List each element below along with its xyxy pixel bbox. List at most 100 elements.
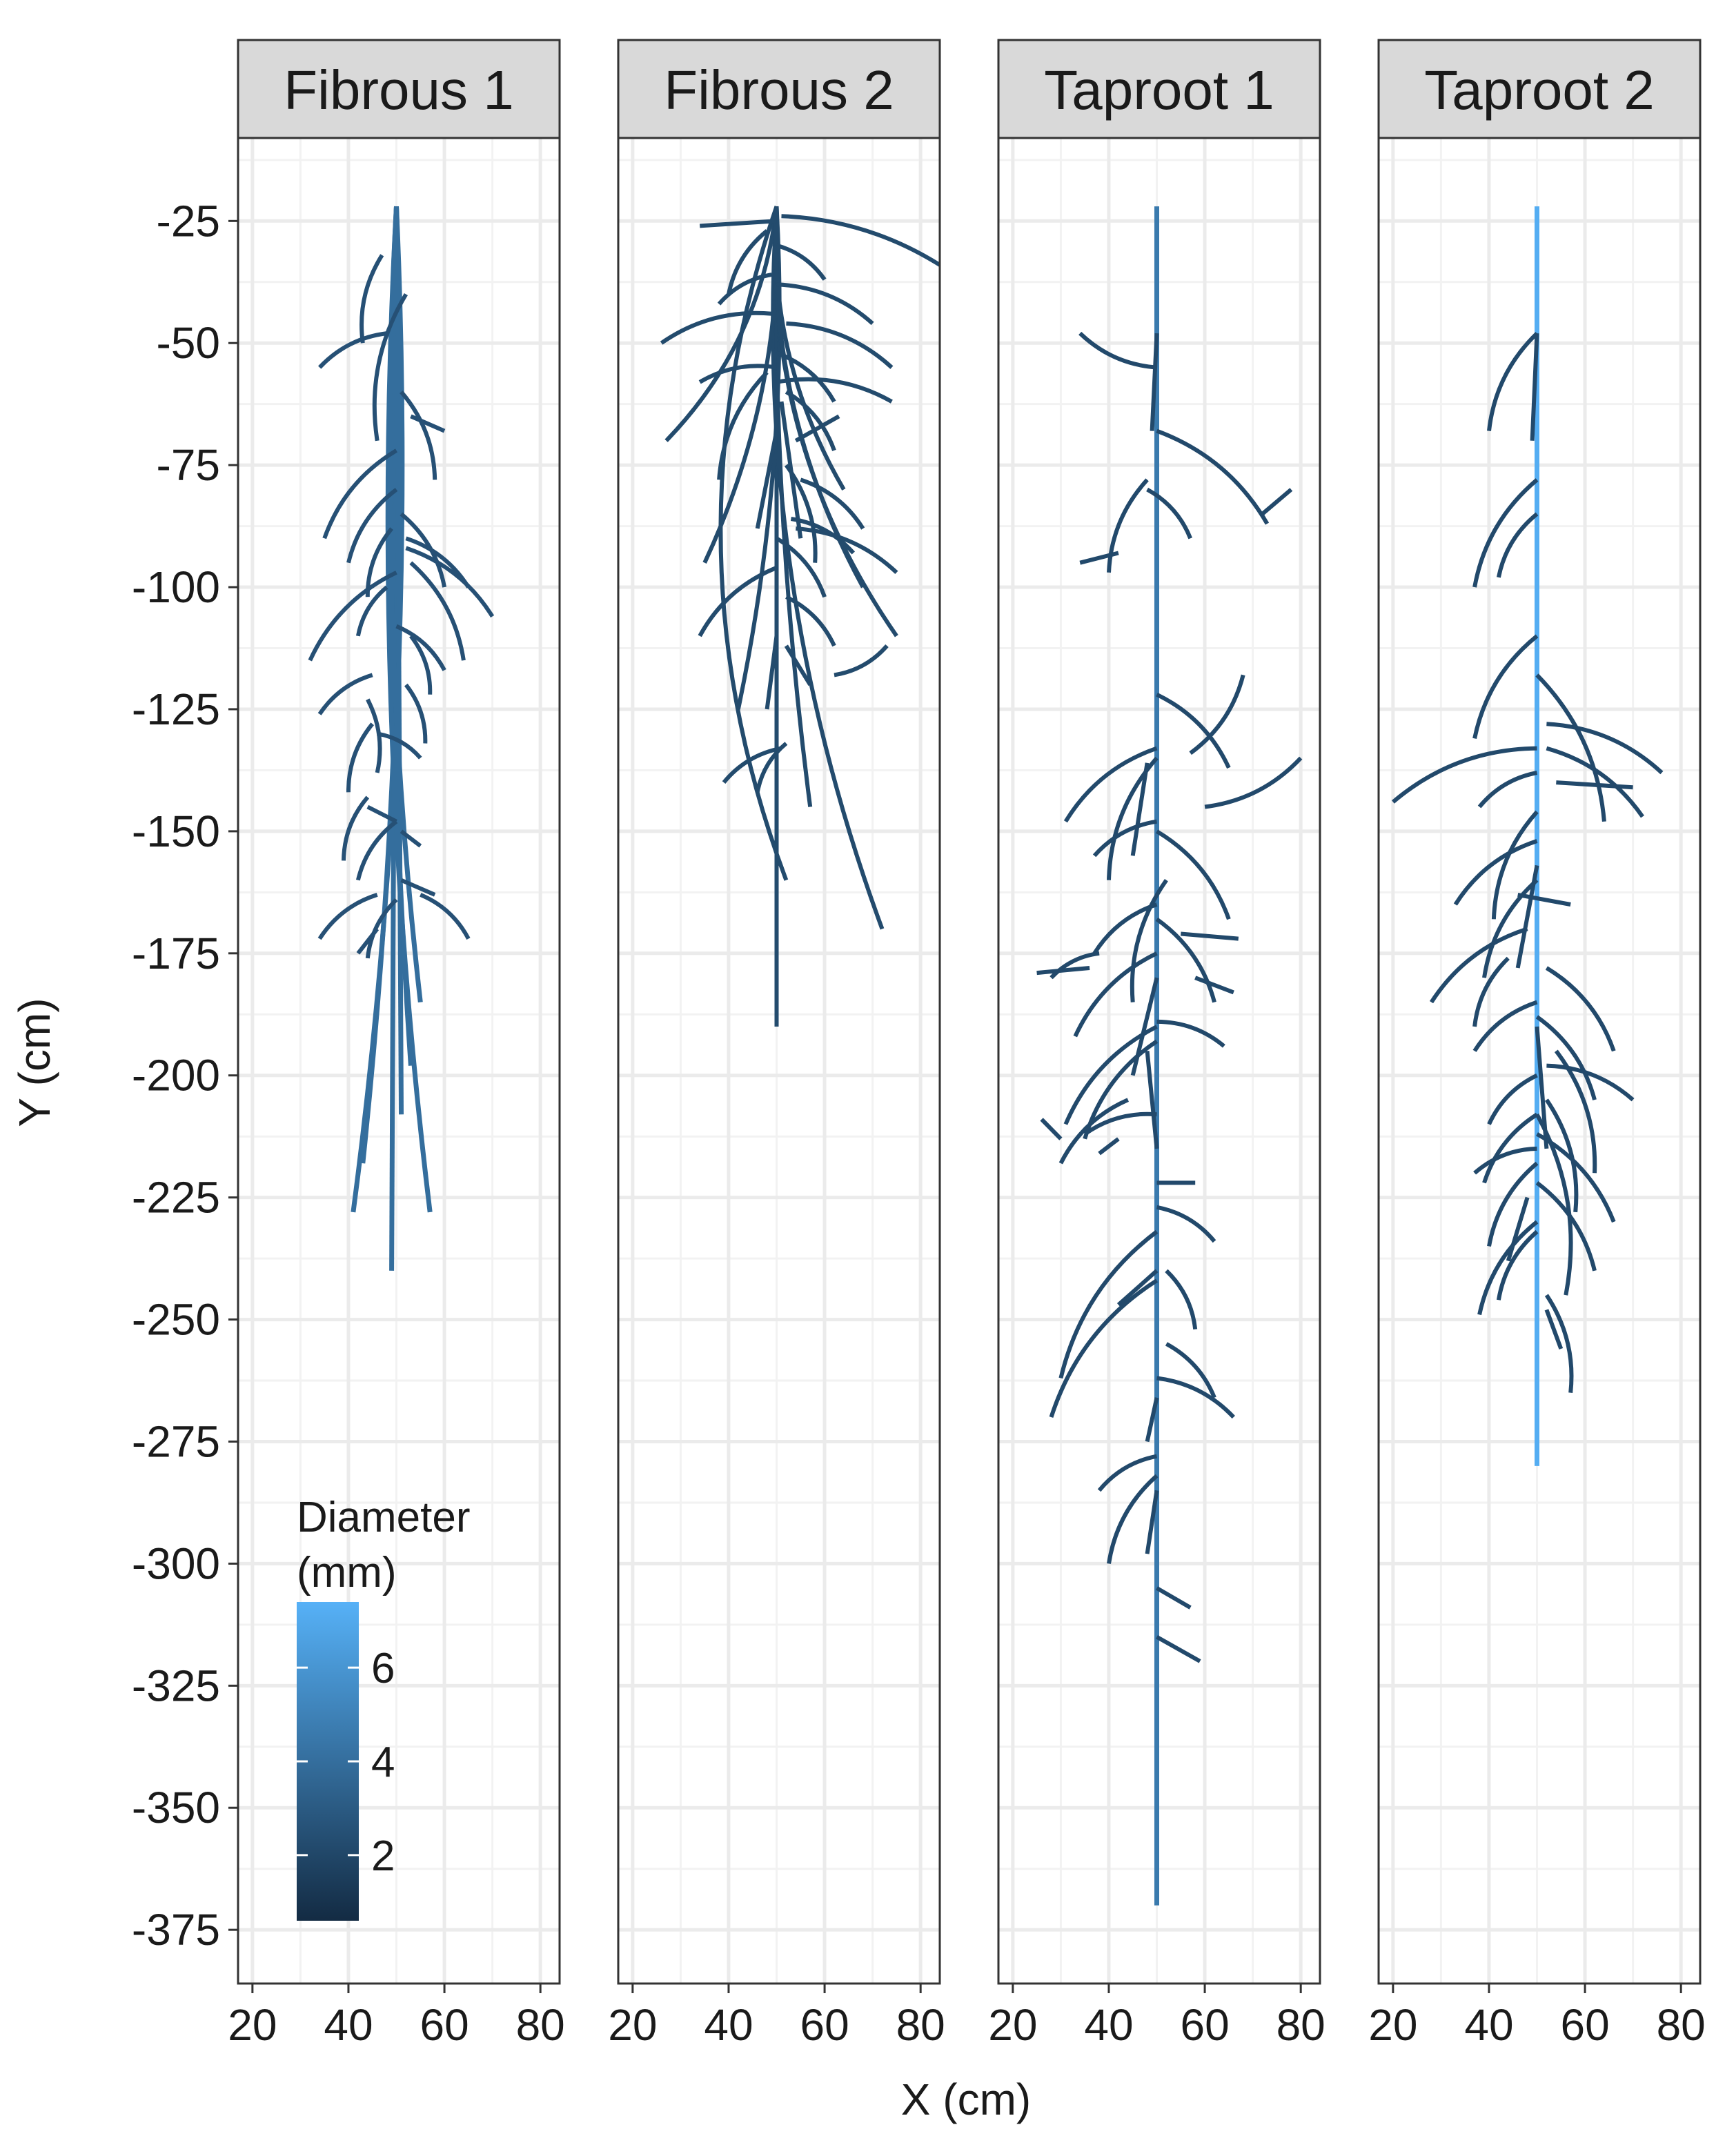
facet-label: Fibrous 2 — [664, 59, 894, 121]
root-segment — [355, 585, 388, 637]
root-segment — [727, 229, 769, 295]
root-segment — [718, 206, 789, 881]
root-segment — [1156, 1205, 1216, 1243]
root-segment — [1545, 966, 1616, 1052]
root-segment — [346, 488, 398, 564]
y-tick-label: -100 — [132, 562, 220, 612]
root-segment — [1130, 977, 1159, 1076]
root-segment — [1049, 951, 1100, 980]
y-tick-label: -25 — [157, 196, 221, 246]
root-segment — [800, 477, 865, 530]
root-segment — [1546, 746, 1644, 818]
facet-label: Taproot 1 — [1044, 59, 1274, 121]
root-segment — [1530, 333, 1539, 441]
root-segment — [664, 206, 779, 442]
root-segment — [1517, 892, 1571, 907]
root-segment — [1491, 810, 1539, 920]
x-tick-label: 40 — [1464, 2000, 1513, 2050]
root-segment — [1092, 819, 1157, 858]
facet-strip — [1377, 39, 1702, 139]
root-segment — [394, 206, 404, 1115]
x-tick-label: 40 — [704, 2000, 753, 2050]
root-segment — [1482, 878, 1539, 978]
root-segment — [1145, 1051, 1159, 1149]
root-segment — [410, 414, 446, 433]
x-tick-label: 60 — [1180, 2000, 1229, 2050]
root-segment — [366, 804, 397, 824]
y-tick-label: -225 — [132, 1173, 220, 1223]
root-segment — [722, 746, 782, 784]
root-segment — [1165, 1342, 1216, 1398]
root-segment — [736, 206, 782, 710]
root-segment — [765, 635, 779, 710]
x-tick-label: 80 — [1657, 2000, 1706, 2050]
root-segment — [1156, 1019, 1225, 1048]
root-segment — [1453, 839, 1538, 906]
root-segment — [1165, 1269, 1198, 1330]
root-segment — [776, 282, 874, 326]
x-tick-label: 20 — [608, 2000, 657, 2050]
root-segment — [1544, 1294, 1574, 1394]
root-segment — [1107, 1474, 1159, 1564]
diameter-legend: Diameter (mm) 2 4 6 — [297, 1494, 471, 1921]
root-segment — [1079, 551, 1119, 565]
legend-ticks: 2 4 6 — [297, 1645, 395, 1880]
y-tick-label: -300 — [132, 1539, 220, 1588]
root-segment — [372, 293, 408, 442]
root-segment — [1083, 1111, 1157, 1136]
root-segment — [1189, 674, 1245, 755]
root-segment — [1130, 878, 1168, 1002]
legend-tick-label: 4 — [371, 1739, 395, 1786]
root-segment — [1181, 931, 1239, 941]
root-segment — [1487, 331, 1539, 431]
root-segment — [409, 634, 433, 695]
facet-label: Fibrous 1 — [284, 59, 513, 121]
x-tick-label: 20 — [228, 2000, 277, 2050]
root-segment — [1535, 673, 1606, 822]
root-segment — [1391, 746, 1537, 804]
root-segment — [1204, 756, 1303, 809]
legend-tick-label: 2 — [371, 1832, 395, 1880]
y-tick-label: -200 — [132, 1051, 220, 1100]
root-segment — [365, 898, 398, 959]
root-segment — [790, 517, 856, 555]
root-segment — [1049, 1278, 1159, 1418]
root-segment — [1098, 1137, 1120, 1156]
y-axis-title: Y (cm) — [10, 998, 59, 1127]
y-tick-label: -150 — [132, 807, 220, 856]
x-tick-label: 40 — [1084, 2000, 1133, 2050]
legend-tick-label: 6 — [371, 1645, 395, 1692]
root-segment — [377, 731, 422, 760]
root-segment — [796, 526, 898, 574]
x-axis-title: X (cm) — [901, 2075, 1031, 2124]
root-segment — [1261, 488, 1293, 516]
root-segment — [1145, 1397, 1159, 1443]
y-tick-label: -275 — [132, 1416, 220, 1466]
root-segment — [755, 431, 779, 529]
root-segment — [359, 254, 384, 344]
root-segment — [1554, 1049, 1597, 1174]
x-tick-label: 80 — [516, 2000, 565, 2050]
root-segment — [785, 595, 836, 647]
legend-title-line1: Diameter — [297, 1494, 471, 1541]
root-segment — [700, 219, 777, 228]
root-segment — [1155, 1586, 1192, 1610]
facet-panels: Fibrous 1 20 40 60 80 Fibrous 2 20 40 60 80 Taproo… — [228, 39, 1706, 2050]
x-tick-label: 60 — [1560, 2000, 1609, 2050]
x-tick-label: 80 — [1276, 2000, 1325, 2050]
root-segment — [794, 414, 840, 443]
root-segment — [775, 536, 827, 598]
root-segment — [784, 464, 818, 563]
root-segment — [409, 561, 466, 661]
root-segment — [1194, 976, 1234, 995]
x-tick-label: 20 — [988, 2000, 1037, 2050]
facet-strip — [617, 39, 941, 139]
root-segment — [1482, 1112, 1539, 1184]
root-segment — [404, 683, 428, 744]
root-segment — [1472, 478, 1539, 588]
root-segment — [1058, 1098, 1130, 1165]
root-segment — [834, 644, 889, 678]
root-segment — [1506, 1196, 1530, 1262]
root-segment — [356, 927, 379, 955]
root-segment — [781, 214, 941, 267]
